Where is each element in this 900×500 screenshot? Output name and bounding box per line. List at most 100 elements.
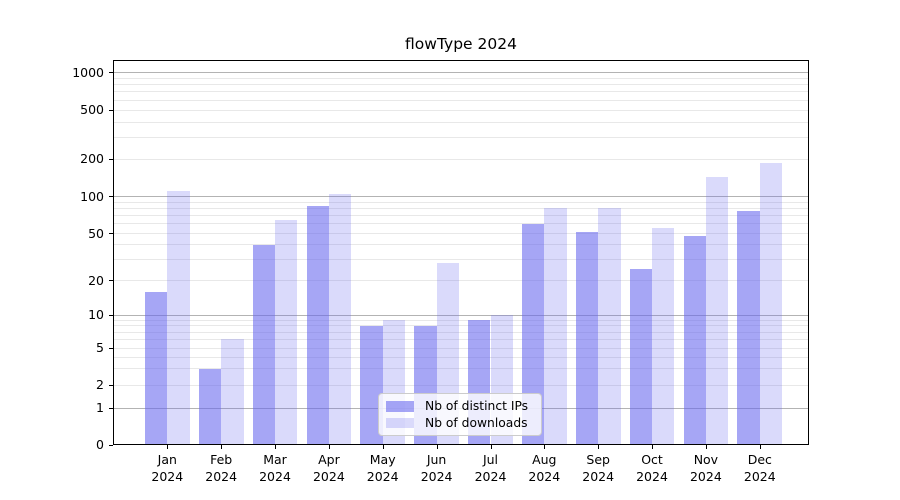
x-tick-month: Nov (693, 452, 719, 467)
x-tick-label: Jan 2024 (151, 452, 183, 485)
bar (683, 235, 706, 444)
minor-gridline (114, 331, 808, 333)
x-tick-mark (705, 445, 707, 449)
x-tick-year: 2024 (151, 468, 184, 484)
x-tick-month: Aug (532, 452, 557, 467)
bar (221, 339, 244, 444)
y-tick-label: 5 (96, 340, 104, 356)
y-tick-label: 10 (88, 307, 104, 323)
minor-gridline (114, 121, 808, 123)
legend-swatch-distinct-ips-icon (386, 401, 414, 412)
x-tick-month: Oct (641, 452, 663, 467)
minor-gridline (114, 207, 808, 209)
x-tick-mark (382, 445, 384, 449)
x-tick-year: 2024 (689, 468, 722, 484)
y-tick-mark (109, 280, 113, 281)
y-tick-mark (109, 196, 113, 197)
bar (198, 368, 222, 444)
minor-gridline (114, 259, 808, 261)
legend: Nb of distinct IPs Nb of downloads (378, 393, 542, 436)
x-tick-mark (652, 445, 653, 449)
minor-gridline (114, 319, 808, 321)
major-gridline (114, 314, 808, 316)
x-tick-mark (544, 445, 546, 449)
x-tick-label: Aug 2024 (528, 452, 560, 485)
x-tick-mark (328, 445, 330, 449)
minor-gridline (114, 137, 808, 138)
y-tick-label: 50 (88, 225, 104, 241)
x-tick-mark (598, 445, 600, 449)
minor-gridline (114, 215, 808, 216)
y-tick-label: 100 (80, 188, 104, 204)
x-tick-year: 2024 (205, 468, 238, 484)
x-tick-year: 2024 (259, 468, 291, 484)
minor-gridline (114, 84, 808, 86)
y-tick-mark (109, 72, 113, 74)
x-tick-label: Oct 2024 (636, 452, 668, 485)
y-tick-mark (109, 384, 113, 386)
x-tick-label: Apr 2024 (313, 452, 345, 485)
x-tick-year: 2024 (528, 468, 561, 484)
x-tick-month: Sep (586, 452, 610, 467)
major-gridline (114, 196, 808, 197)
y-tick-label: 20 (88, 272, 104, 288)
x-tick-label: Mar 2024 (259, 452, 291, 485)
chart-title: flowType 2024 (405, 35, 517, 53)
x-tick-mark (275, 445, 276, 449)
bar (737, 211, 760, 444)
x-tick-year: 2024 (420, 468, 453, 484)
x-tick-year: 2024 (582, 468, 615, 484)
y-tick-mark (109, 314, 113, 316)
bar (652, 228, 675, 444)
bar (629, 269, 652, 444)
minor-gridline (114, 158, 808, 160)
x-tick-label: Feb 2024 (205, 452, 237, 485)
x-tick-mark (436, 445, 438, 449)
legend-item-distinct-ips: Nb of distinct IPs (386, 398, 533, 414)
minor-gridline (114, 223, 808, 225)
minor-gridline (114, 244, 808, 246)
x-tick-month: Jan (157, 452, 177, 467)
x-tick-mark (221, 445, 223, 449)
x-tick-year: 2024 (312, 468, 345, 484)
x-tick-month: May (369, 452, 396, 467)
x-tick-month: Mar (263, 452, 287, 467)
bar (544, 208, 567, 444)
x-tick-year: 2024 (474, 468, 507, 484)
x-tick-mark (759, 445, 761, 449)
x-tick-label: Nov 2024 (690, 452, 722, 485)
x-tick-month: Jun (426, 452, 447, 467)
y-tick-mark (109, 444, 113, 446)
y-tick-mark (109, 233, 113, 234)
bar (521, 223, 545, 444)
y-tick-mark (109, 407, 113, 409)
y-tick-label: 2 (96, 377, 104, 393)
minor-gridline (114, 338, 808, 340)
y-tick-mark (109, 109, 113, 111)
minor-gridline (114, 280, 808, 281)
bar (598, 208, 621, 444)
minor-gridline (114, 77, 808, 79)
minor-gridline (114, 356, 808, 358)
y-tick-label: 500 (80, 102, 104, 118)
x-tick-label: Sep 2024 (582, 452, 614, 485)
bar (360, 325, 383, 444)
minor-gridline (114, 347, 808, 349)
x-tick-label: Jul 2024 (475, 452, 507, 485)
minor-gridline (114, 91, 808, 93)
y-tick-label: 0 (96, 437, 104, 453)
minor-gridline (114, 99, 808, 101)
y-tick-label: 1 (96, 400, 104, 416)
legend-swatch-downloads-icon (386, 417, 414, 428)
x-tick-label: Jun 2024 (421, 452, 453, 485)
bar (759, 163, 783, 444)
y-tick-label: 200 (80, 151, 104, 167)
bar (144, 291, 168, 444)
legend-label: Nb of downloads (425, 415, 528, 430)
bar (167, 191, 190, 444)
x-tick-month: Dec (747, 452, 772, 467)
minor-gridline (114, 109, 808, 111)
bar (705, 176, 729, 444)
minor-gridline (114, 233, 808, 234)
